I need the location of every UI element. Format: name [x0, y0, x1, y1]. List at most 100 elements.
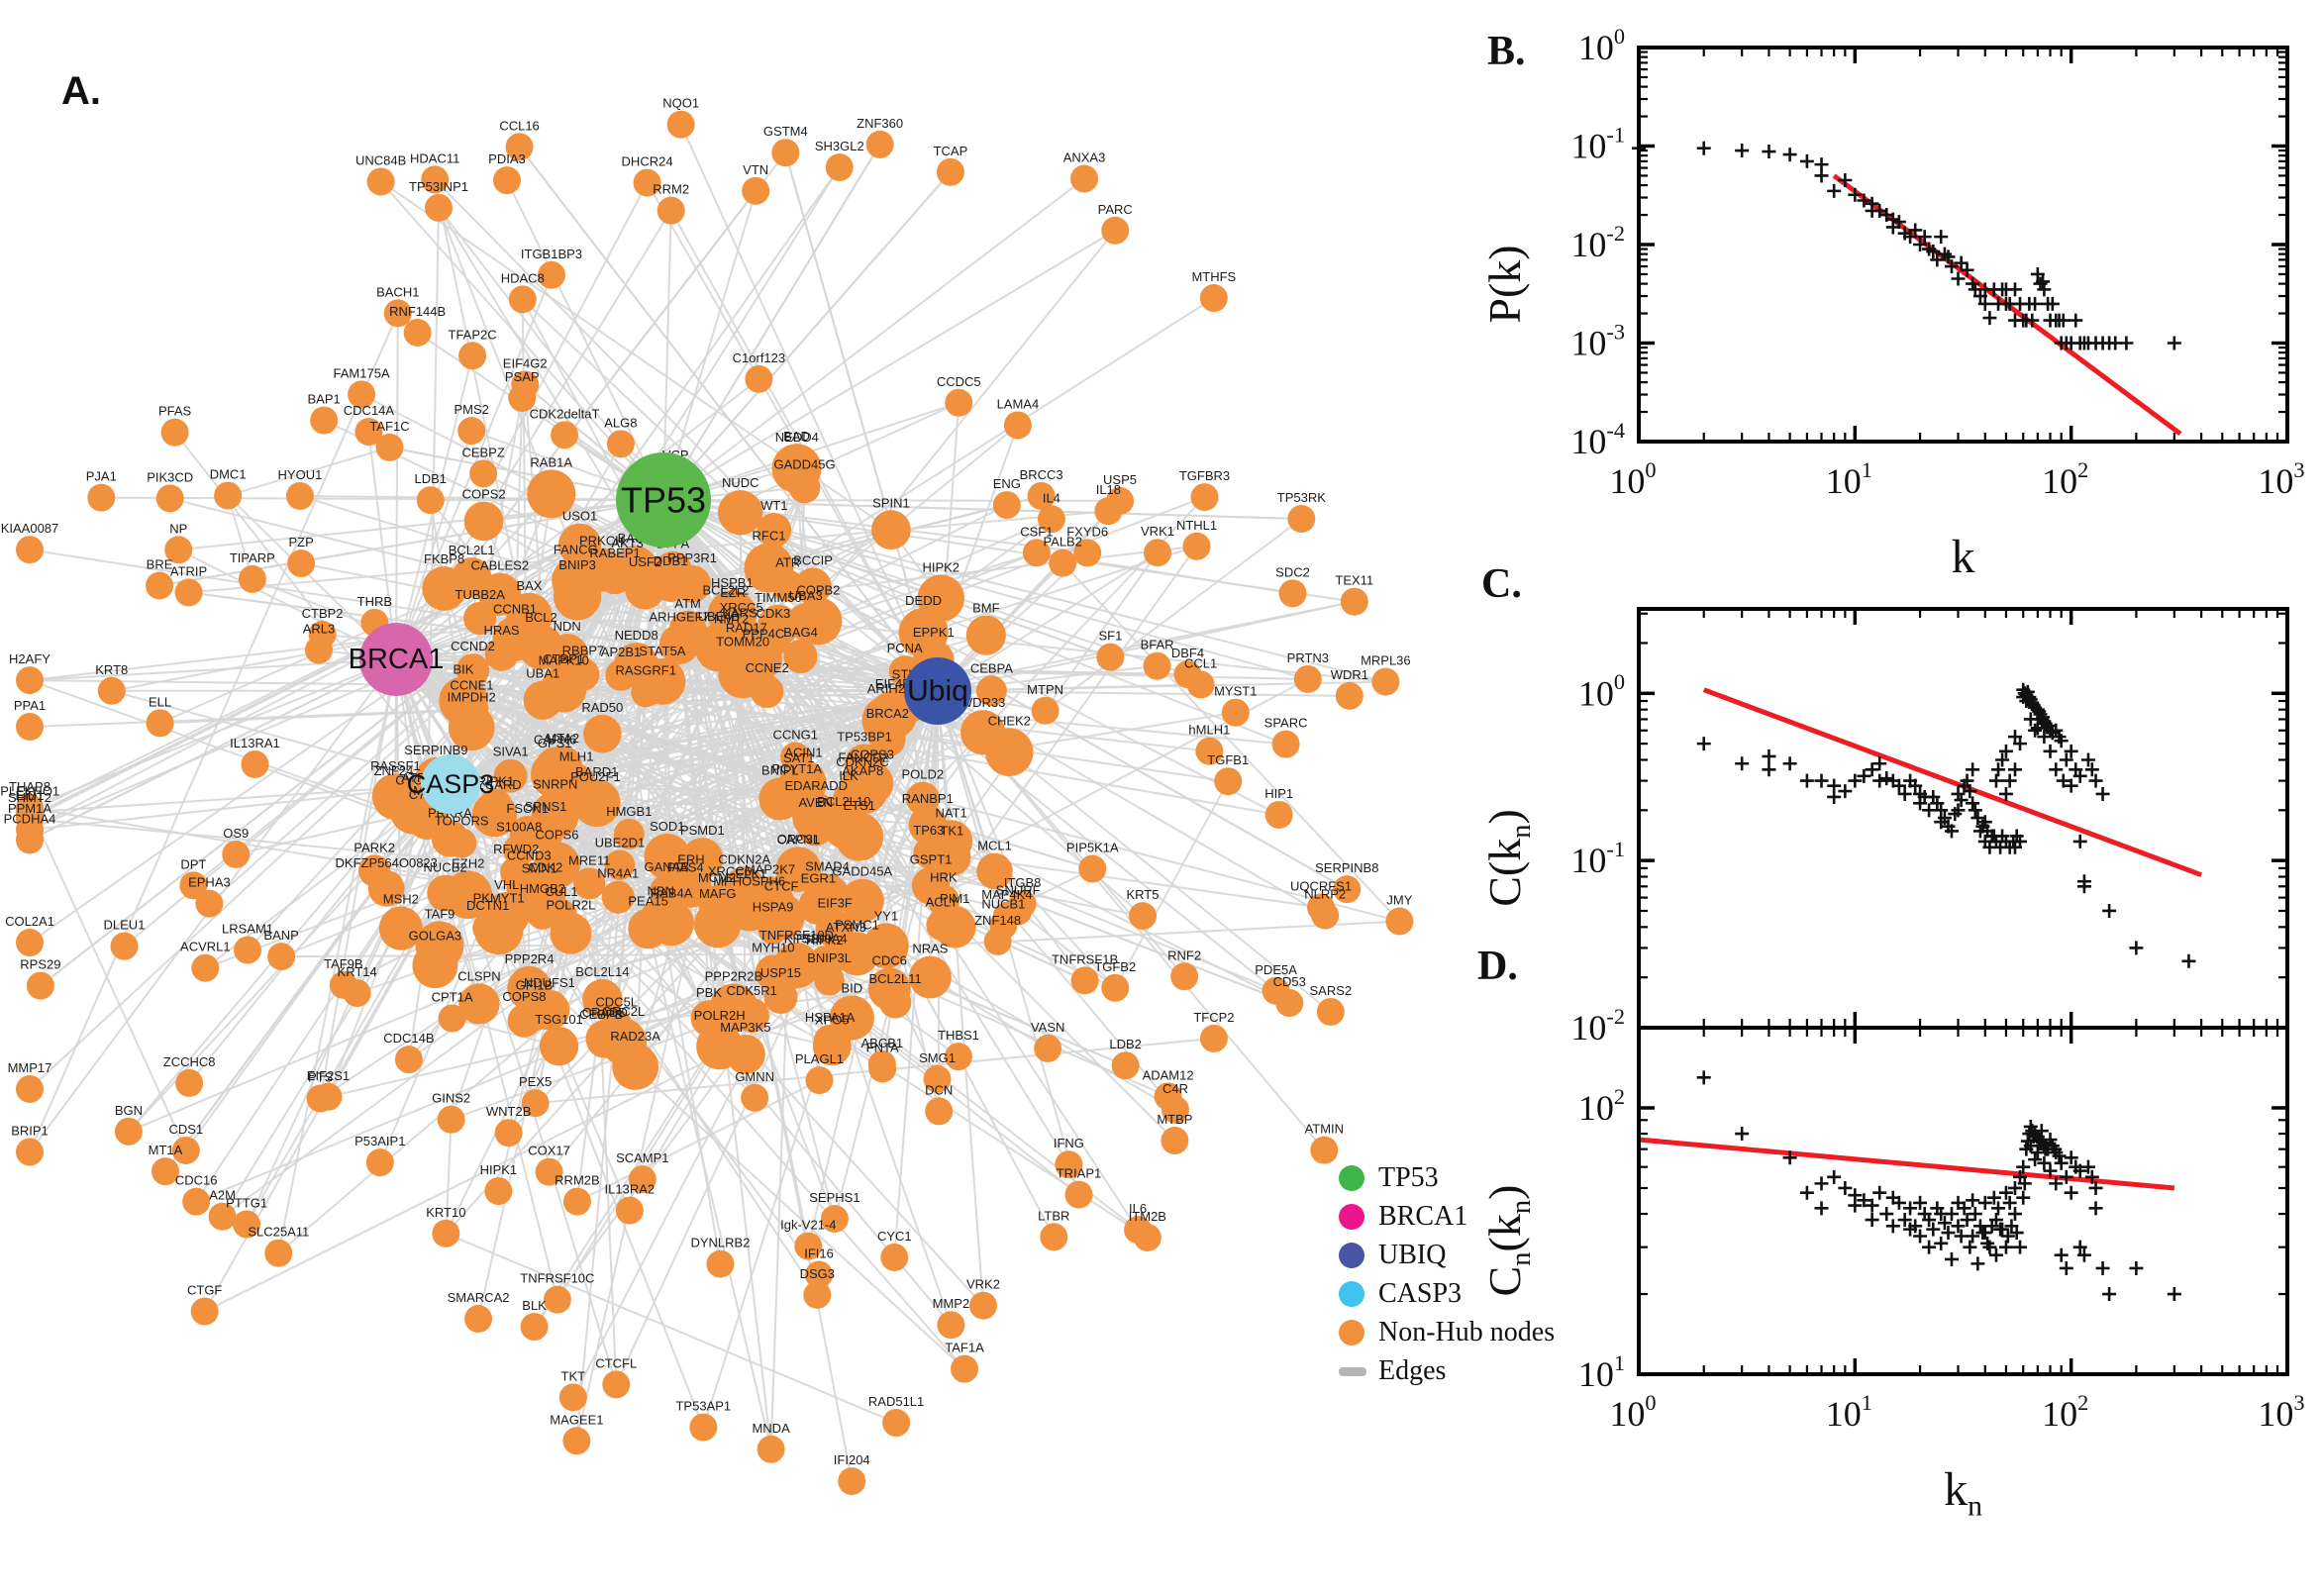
non-hub-node: [607, 550, 649, 592]
node-label: S100A4: [801, 931, 847, 946]
node-label: PEX5: [519, 1074, 552, 1089]
node-label: ADAM12: [1143, 1067, 1194, 1082]
tick-label: 100: [1578, 669, 1625, 713]
node-label: GANAB: [645, 859, 690, 874]
node-label: RPS29: [20, 957, 60, 972]
node-label: TP63: [913, 823, 944, 838]
non-hub-node: [1199, 1024, 1228, 1052]
non-hub-node: [146, 709, 174, 738]
non-hub-nodes: [16, 110, 1414, 1496]
node-label: UBE4B: [698, 609, 741, 624]
node-label: SPNS1: [525, 799, 567, 814]
node-label: DPT: [180, 856, 206, 871]
node-label: ITGB8: [1004, 875, 1042, 890]
non-hub-node: [792, 792, 841, 841]
non-hub-node: [1094, 497, 1123, 526]
node-label: ITGB1BP3: [521, 247, 582, 261]
tick-label: 100: [1609, 1390, 1656, 1434]
non-hub-node: [829, 995, 874, 1041]
node-label: EPPK1: [913, 625, 955, 640]
non-hub-node: [358, 854, 391, 887]
non-hub-node: [1335, 681, 1364, 710]
non-hub-node: [1003, 411, 1032, 440]
node-label: KRT5: [1126, 887, 1159, 902]
non-hub-node: [457, 417, 486, 446]
hub-label: TP53: [621, 480, 706, 521]
node-label: CCNG1: [772, 728, 818, 743]
node-label: TUBB2A: [454, 587, 505, 602]
node-label: DCN: [925, 1082, 953, 1097]
non-hub-node: [1271, 730, 1300, 758]
node-label: TCAP: [934, 144, 968, 158]
node-label: BNIP3L: [807, 950, 852, 965]
non-hub-node: [160, 418, 189, 447]
data-points: [1632, 141, 2181, 350]
node-label: PSMD1: [680, 823, 725, 838]
non-hub-node: [1161, 1127, 1189, 1155]
node-label: CDKN2A: [718, 851, 770, 866]
non-hub-node: [650, 874, 684, 909]
data-points: [1696, 682, 2196, 968]
non-hub-node: [439, 676, 488, 726]
non-hub-node: [803, 1280, 832, 1309]
non-hub-node: [1262, 976, 1290, 1005]
node-label: HMGB1: [606, 804, 652, 819]
node-label: POLD2: [901, 767, 944, 782]
node-label: DHCR24: [622, 154, 673, 169]
node-label: COX17: [528, 1144, 570, 1158]
non-hub-node: [182, 1187, 211, 1216]
tick-label: 103: [2258, 1390, 2304, 1434]
non-hub-node: [908, 805, 948, 845]
node-label: BAD: [783, 429, 810, 444]
node-label: BID: [841, 980, 862, 995]
node-label: NAT1: [936, 805, 967, 820]
node-label: YY1: [874, 908, 899, 923]
node-label: CCL1: [1184, 655, 1217, 670]
non-hub-node: [880, 1243, 909, 1271]
node-label: CTBP1: [543, 651, 584, 666]
node-label: LAMA4: [997, 396, 1040, 411]
non-hub-node: [539, 1027, 579, 1066]
node-label: AKAP8: [842, 763, 883, 778]
non-hub-node: [16, 929, 44, 957]
node-label: EZH2: [452, 855, 484, 870]
node-label: SNURF: [996, 882, 1041, 897]
non-hub-node: [951, 1354, 979, 1383]
node-label: UNC84B: [355, 152, 406, 167]
non-hub-node: [551, 421, 579, 449]
node-label: LDB2: [1109, 1037, 1142, 1051]
node-label: ARL3: [303, 622, 336, 637]
tick-label: 102: [2042, 1390, 2088, 1434]
node-label: H2AFY: [9, 651, 50, 666]
non-hub-node: [375, 433, 404, 461]
non-hub-node: [366, 167, 395, 196]
node-label: IL13RA1: [230, 736, 280, 750]
non-hub-node: [794, 1232, 823, 1260]
non-hub-node: [529, 989, 570, 1031]
axis-label: P(k): [1479, 245, 1530, 323]
node-label: SPARC: [1264, 716, 1308, 731]
non-hub-node: [1064, 1180, 1093, 1209]
node-label: ATR: [775, 554, 800, 569]
node-label: CDC14B: [383, 1031, 434, 1046]
node-label: WNT2B: [486, 1104, 532, 1119]
non-hub-node: [505, 133, 534, 161]
non-hub-node: [521, 1089, 550, 1118]
non-hub-node: [1264, 800, 1293, 829]
node-label: MTHFS: [1191, 269, 1236, 284]
node-label: XRCC6: [708, 863, 752, 878]
non-hub-node: [815, 910, 855, 948]
node-label: SMN1: [522, 860, 557, 875]
non-hub-node: [742, 176, 770, 205]
non-hub-node: [944, 1043, 972, 1071]
non-hub-node: [1287, 505, 1316, 534]
node-swatch-icon: [1339, 1204, 1364, 1230]
non-hub-node: [709, 983, 758, 1033]
non-hub-node: [1278, 579, 1307, 608]
node-label: IFI16: [804, 1246, 834, 1260]
non-hub-node: [758, 604, 799, 647]
node-label: FKBP8: [424, 551, 464, 566]
node-swatch-icon: [1339, 1281, 1364, 1307]
node-label: FSCN1: [506, 801, 549, 816]
node-label: RABEP1: [589, 546, 640, 560]
